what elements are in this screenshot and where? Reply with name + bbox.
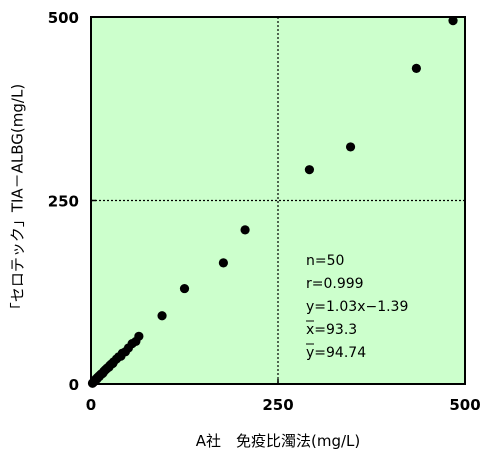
tick-marks xyxy=(90,16,466,385)
stat-r: r=0.999 xyxy=(306,276,364,292)
data-points xyxy=(87,16,458,388)
x-tick-label-250: 250 xyxy=(262,396,293,414)
regression-stats: n=50 r=0.999 y=1.03x−1.39 x=93.3 y=94.74 xyxy=(306,253,408,361)
data-point-40 xyxy=(179,283,190,294)
x-tick-label-500: 500 xyxy=(449,396,480,414)
stat-regression-equation: y=1.03x−1.39 xyxy=(306,299,408,315)
y-tick-label-250: 250 xyxy=(48,193,79,211)
data-point-43 xyxy=(304,165,315,175)
stat-n: n=50 xyxy=(306,253,344,269)
data-point-44 xyxy=(345,142,356,152)
data-point-38 xyxy=(134,331,144,341)
data-point-45 xyxy=(411,63,421,73)
y-axis-label: 「セロテック」TIA－ALBG(mg/L) xyxy=(9,84,27,317)
data-point-39 xyxy=(157,311,167,321)
x-axis-label: A社 免疫比濁法(mg/L) xyxy=(196,432,361,450)
data-point-41 xyxy=(218,258,228,268)
x-tick-label-0: 0 xyxy=(86,396,96,414)
y-tick-label-0: 0 xyxy=(69,376,79,394)
data-point-42 xyxy=(240,225,250,235)
data-point-46 xyxy=(448,16,458,26)
stat-x-mean: x=93.3 xyxy=(306,322,357,338)
y-tick-label-500: 500 xyxy=(48,9,79,27)
stat-y-mean: y=94.74 xyxy=(306,345,366,361)
